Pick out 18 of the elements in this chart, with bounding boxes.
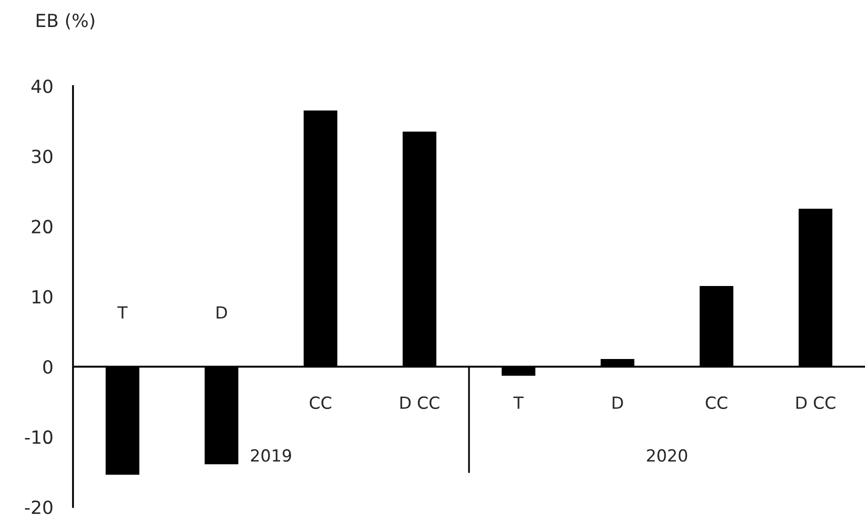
annotation: 2019 [251,449,292,462]
x-tick-label: T [117,306,128,318]
y-tick-label: -10 [24,430,52,444]
x-tick-label: D [612,396,623,409]
x-tick-label: CC [310,396,332,410]
x-tick-label: D CC [796,396,836,410]
y-tick-label: 30 [32,150,52,164]
y-tick-label: 0 [43,360,52,374]
x-tick-label: D [216,306,227,318]
x-tick-label: D CC [400,396,440,410]
y-tick-label: 10 [32,290,52,304]
y-tick-label: -20 [24,500,52,514]
y-tick-label: 40 [31,79,52,94]
y-tick-label: 20 [32,220,52,234]
annotation: 2020 [647,449,688,462]
x-tick-label: T [513,396,524,409]
x-tick-label: CC [706,396,728,410]
y-axis-title: EB (%) [36,13,94,30]
